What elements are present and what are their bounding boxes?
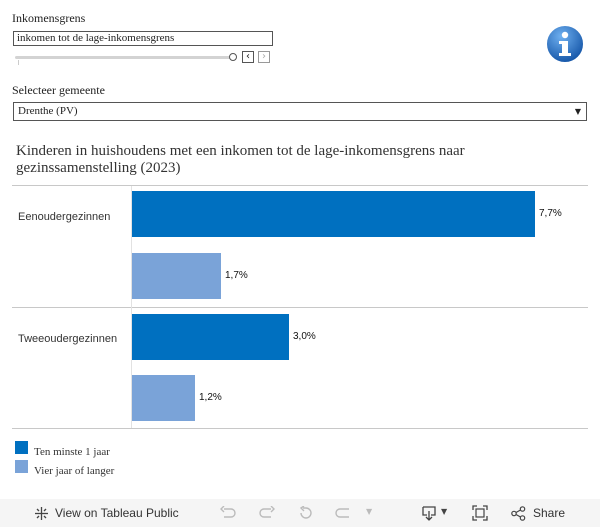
data-label-tweeoudergezinnen-series-2: 1,2% [199,392,222,403]
download-icon[interactable] [421,505,437,521]
data-label-eenoudergezinnen-series-2: 1,7% [225,270,248,281]
legend-label-vier-jaar-of-langer: Vier jaar of langer [34,465,115,477]
legend-label-ten-minste-1-jaar: Ten minste 1 jaar [34,446,110,458]
municipality-select-value: Drenthe (PV) [18,105,78,117]
bar-tweeoudergezinnen-series-2[interactable] [132,375,195,421]
redo-icon[interactable] [259,506,275,520]
chevron-left-icon: ‹ [246,51,250,62]
fullscreen-icon[interactable] [472,505,488,521]
category-label-tweeoudergezinnen: Tweeoudergezinnen [18,333,118,345]
data-label-tweeoudergezinnen-series-1: 3,0% [293,331,316,342]
undo-icon[interactable] [220,506,236,520]
refresh-dropdown-icon[interactable]: ▼ [366,507,373,516]
refresh-icon[interactable] [335,507,353,519]
municipality-filter-label: Selecteer gemeente [12,83,105,97]
bar-area: 7,7% 1,7% 3,0% 1,2% [132,191,562,421]
income-slider-track[interactable] [15,56,234,59]
chevron-right-icon: › [262,51,266,62]
income-slider-handle[interactable] [229,53,237,61]
chart-title: Kinderen in huishoudens met een inkomen … [16,143,465,176]
view-on-tableau-label: View on Tableau Public [55,506,179,520]
municipality-select[interactable]: Drenthe (PV) ▼ [13,102,587,121]
bar-eenoudergezinnen-series-1[interactable] [132,191,535,237]
slider-tick [18,60,19,65]
bar-eenoudergezinnen-series-2[interactable] [132,253,221,299]
category-label-eenoudergezinnen: Eenoudergezinnen [18,211,111,223]
chart-bottom-divider [12,428,588,429]
next-step-button[interactable]: › [258,51,270,63]
dropdown-arrow-icon: ▼ [574,107,581,116]
legend-swatch-ten-minste-1-jaar [15,441,28,454]
revert-icon[interactable] [298,506,314,520]
data-label-eenoudergezinnen-series-1: 7,7% [539,208,562,219]
income-filter-input[interactable]: inkomen tot de lage-inkomensgrens [13,31,273,46]
bar-axis-line [131,186,132,428]
info-icon[interactable] [544,23,586,65]
bar-tweeoudergezinnen-series-1[interactable] [132,314,289,360]
chart-top-divider [12,185,588,186]
share-icon [511,506,526,521]
income-filter-label: Inkomensgrens [12,11,86,25]
share-label: Share [533,506,566,520]
category-divider [12,307,588,308]
download-dropdown-icon[interactable]: ▼ [441,507,448,516]
prev-step-button[interactable]: ‹ [242,51,254,63]
tableau-toolbar: View on Tableau Public ▼ ▼ Share [0,499,600,527]
tableau-logo-icon [35,507,48,520]
legend-swatch-vier-jaar-of-langer [15,460,28,473]
